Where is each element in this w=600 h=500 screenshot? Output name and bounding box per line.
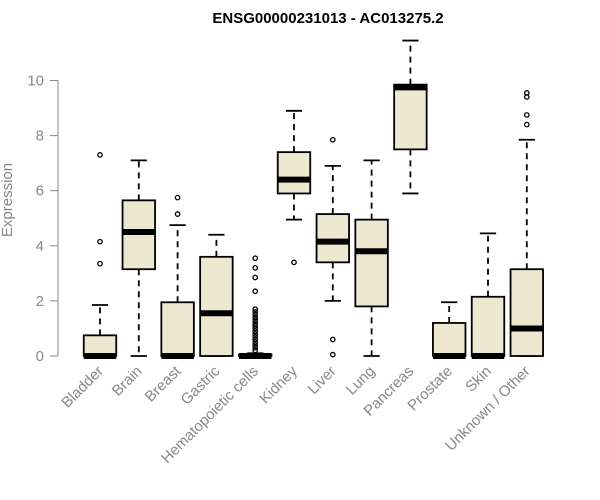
y-tick-label: 2 bbox=[36, 293, 44, 310]
outlier-point bbox=[252, 347, 259, 354]
outlier-point bbox=[97, 238, 103, 245]
box-bladder bbox=[82, 152, 118, 359]
outlier-point bbox=[252, 333, 259, 340]
box-body bbox=[315, 213, 350, 264]
outlier-point bbox=[329, 336, 336, 343]
box-pancreas bbox=[393, 39, 428, 195]
outlier-point bbox=[523, 90, 530, 96]
outlier-point bbox=[252, 255, 259, 262]
chart-title: ENSG00000231013 - AC013275.2 bbox=[212, 10, 443, 27]
box-unknown-other bbox=[509, 90, 544, 357]
outlier-point bbox=[523, 121, 530, 128]
outlier-point bbox=[523, 112, 530, 118]
outlier-point bbox=[252, 314, 259, 321]
outlier-point bbox=[252, 317, 259, 324]
y-tick-label: 6 bbox=[36, 183, 44, 200]
x-tick-label: Lung bbox=[343, 363, 379, 399]
box-liver bbox=[315, 136, 350, 358]
outlier-point bbox=[252, 331, 259, 337]
y-tick-label: 4 bbox=[36, 238, 44, 255]
outlier-point bbox=[252, 311, 259, 318]
x-tick-label: Bladder bbox=[58, 363, 107, 412]
outlier-point bbox=[252, 344, 259, 351]
y-tick-label: 10 bbox=[27, 73, 44, 90]
box-hematopoietic-cells bbox=[238, 255, 273, 359]
outlier-point bbox=[252, 288, 259, 295]
box-body bbox=[393, 83, 428, 151]
outlier-point bbox=[252, 320, 259, 326]
box-body bbox=[199, 255, 234, 357]
box-brain bbox=[121, 159, 156, 357]
outlier-point bbox=[252, 342, 259, 348]
y-axis: 0 2 4 6 8 10 bbox=[27, 73, 59, 365]
outlier-point bbox=[252, 309, 259, 315]
box-body bbox=[509, 268, 544, 357]
outlier-point bbox=[97, 152, 103, 158]
plot-area bbox=[82, 39, 544, 359]
box-body bbox=[160, 301, 195, 357]
box-body bbox=[82, 334, 118, 357]
outlier-point bbox=[252, 336, 259, 343]
box-body bbox=[354, 218, 389, 308]
box-skin bbox=[470, 232, 506, 359]
outlier-point bbox=[252, 339, 259, 346]
box-gastric bbox=[199, 233, 234, 357]
x-tick-label: Skin bbox=[462, 363, 495, 396]
outlier-point bbox=[252, 306, 259, 313]
outlier-point bbox=[252, 325, 259, 332]
outlier-point bbox=[174, 211, 181, 217]
box-kidney bbox=[276, 109, 312, 266]
outlier-point bbox=[252, 322, 259, 329]
outlier-point bbox=[252, 328, 259, 335]
outlier-point bbox=[97, 260, 103, 267]
x-tick-label: Liver bbox=[305, 363, 340, 398]
box-body bbox=[470, 295, 506, 357]
x-tick-label: Kidney bbox=[256, 362, 301, 407]
outlier-point bbox=[252, 264, 259, 271]
outlier-point bbox=[329, 351, 336, 358]
box-body bbox=[432, 322, 467, 357]
outlier-point bbox=[291, 259, 297, 266]
y-tick-label: 0 bbox=[36, 348, 44, 365]
outlier-point bbox=[329, 136, 336, 143]
box-prostate bbox=[432, 301, 467, 359]
box-breast bbox=[160, 194, 195, 359]
y-axis-label: Expression bbox=[0, 163, 16, 237]
x-tick-label: Brain bbox=[109, 363, 146, 400]
outlier-point bbox=[252, 274, 259, 281]
box-body bbox=[276, 151, 312, 195]
box-lung bbox=[354, 159, 389, 357]
y-tick-label: 8 bbox=[36, 128, 44, 145]
outlier-point bbox=[174, 194, 181, 201]
x-tick-label: Breast bbox=[142, 362, 185, 405]
